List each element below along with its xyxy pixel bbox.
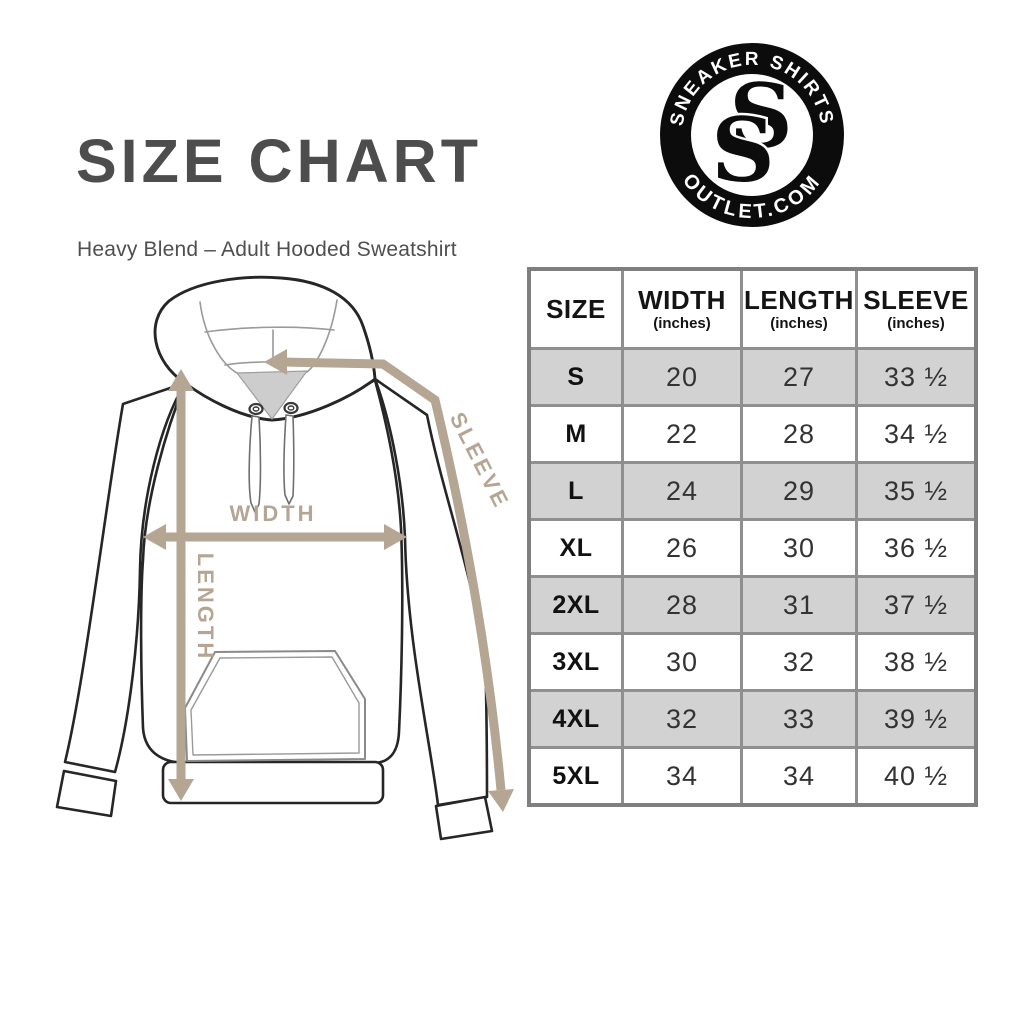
value-cell: 24 <box>621 461 743 521</box>
value-cell: 36 ½ <box>855 518 978 578</box>
value-cell: 32 <box>621 689 743 749</box>
value-cell: 33 ½ <box>855 347 978 407</box>
value-cell: 28 <box>740 404 858 464</box>
hood-opening-left-line <box>199 301 238 374</box>
hoodie-left-sleeve <box>63 381 187 774</box>
value-cell: 30 <box>740 518 858 578</box>
value-cell: 29 <box>740 461 858 521</box>
value-cell: 34 ½ <box>855 404 978 464</box>
size-cell: M <box>527 404 624 464</box>
size-cell: 5XL <box>527 746 624 807</box>
value-cell: 34 <box>740 746 858 807</box>
page-title: SIZE CHART <box>76 127 482 195</box>
length-arrow <box>168 369 194 801</box>
left-drawstring <box>248 415 262 513</box>
value-cell: 26 <box>621 518 743 578</box>
width-arrowhead-left <box>143 524 166 550</box>
size-cell: L <box>527 461 624 521</box>
size-cell: S <box>527 347 624 407</box>
logo-monogram-front-s: S <box>711 98 775 202</box>
width-arrow <box>143 524 407 550</box>
value-cell: 38 ½ <box>855 632 978 692</box>
column-header-sleeve: SLEEVE (inches) <box>855 267 978 350</box>
hoodie-hood <box>153 275 377 422</box>
hoodie-diagram: WIDTH LENGTH SLEEVE <box>55 275 515 841</box>
value-cell: 33 <box>740 689 858 749</box>
page-subtitle: Heavy Blend – Adult Hooded Sweatshirt <box>77 238 457 261</box>
sleeve-arrow <box>264 349 514 812</box>
size-cell: 2XL <box>527 575 624 635</box>
size-row-m: M 22 28 34 ½ <box>527 404 978 464</box>
hoodie-pocket-inner-line <box>190 656 360 756</box>
header-row: SIZE WIDTH (inches) LENGTH (inches) SLEEVE (in… <box>527 267 978 350</box>
size-cell: XL <box>527 518 624 578</box>
hoodie-left-cuff <box>55 769 118 818</box>
width-arrowhead-right <box>384 524 407 550</box>
length-arrowhead-up <box>168 369 194 391</box>
size-table: SIZE WIDTH (inches) LENGTH (inches) SLEEVE (in… <box>527 267 978 807</box>
size-row-2xl: 2XL 28 31 37 ½ <box>527 575 978 635</box>
size-row-l: L 24 29 35 ½ <box>527 461 978 521</box>
value-cell: 40 ½ <box>855 746 978 807</box>
right-eyelet-hole <box>287 405 295 411</box>
length-arrowhead-down <box>168 779 194 801</box>
size-row-s: S 20 27 33 ½ <box>527 347 978 407</box>
size-row-3xl: 3XL 30 32 38 ½ <box>527 632 978 692</box>
logo-inner-disc <box>691 74 813 196</box>
hoodie-right-cuff <box>434 795 494 841</box>
value-cell: 34 <box>621 746 743 807</box>
neck-triangle <box>235 370 309 421</box>
value-cell: 20 <box>621 347 743 407</box>
brand-logo-badge: SNEAKER SHIRTS OUTLET.COM S S <box>660 43 844 227</box>
sleeve-arrowhead-neck <box>264 349 287 375</box>
value-cell: 27 <box>740 347 858 407</box>
value-cell: 28 <box>621 575 743 635</box>
left-eyelet-hole <box>252 406 260 412</box>
sleeve-arrowhead-cuff <box>488 789 514 812</box>
size-table-body: S 20 27 33 ½ M 22 28 34 ½ L 24 29 35 ½ XL 26 30 36 ½ 2XL… <box>527 347 978 807</box>
column-header-length: LENGTH (inches) <box>740 267 858 350</box>
width-label: WIDTH <box>229 501 316 526</box>
hoodie-hem-band <box>161 760 385 805</box>
size-row-xl: XL 26 30 36 ½ <box>527 518 978 578</box>
value-cell: 32 <box>740 632 858 692</box>
value-cell: 37 ½ <box>855 575 978 635</box>
value-cell: 22 <box>621 404 743 464</box>
logo-monogram-back-s: S <box>729 64 793 168</box>
value-cell: 30 <box>621 632 743 692</box>
size-cell: 3XL <box>527 632 624 692</box>
column-header-size: SIZE <box>527 267 624 350</box>
hood-fold-line-upper <box>204 326 335 333</box>
length-label: LENGTH <box>193 553 218 661</box>
value-cell: 39 ½ <box>855 689 978 749</box>
size-table-header: SIZE WIDTH (inches) LENGTH (inches) SLEEVE (in… <box>527 267 978 350</box>
size-row-4xl: 4XL 32 33 39 ½ <box>527 689 978 749</box>
value-cell: 35 ½ <box>855 461 978 521</box>
size-row-5xl: 5XL 34 34 40 ½ <box>527 746 978 807</box>
size-cell: 4XL <box>527 689 624 749</box>
value-cell: 31 <box>740 575 858 635</box>
right-drawstring <box>283 414 295 505</box>
hood-opening-right-line <box>306 299 338 373</box>
column-header-width: WIDTH (inches) <box>621 267 743 350</box>
